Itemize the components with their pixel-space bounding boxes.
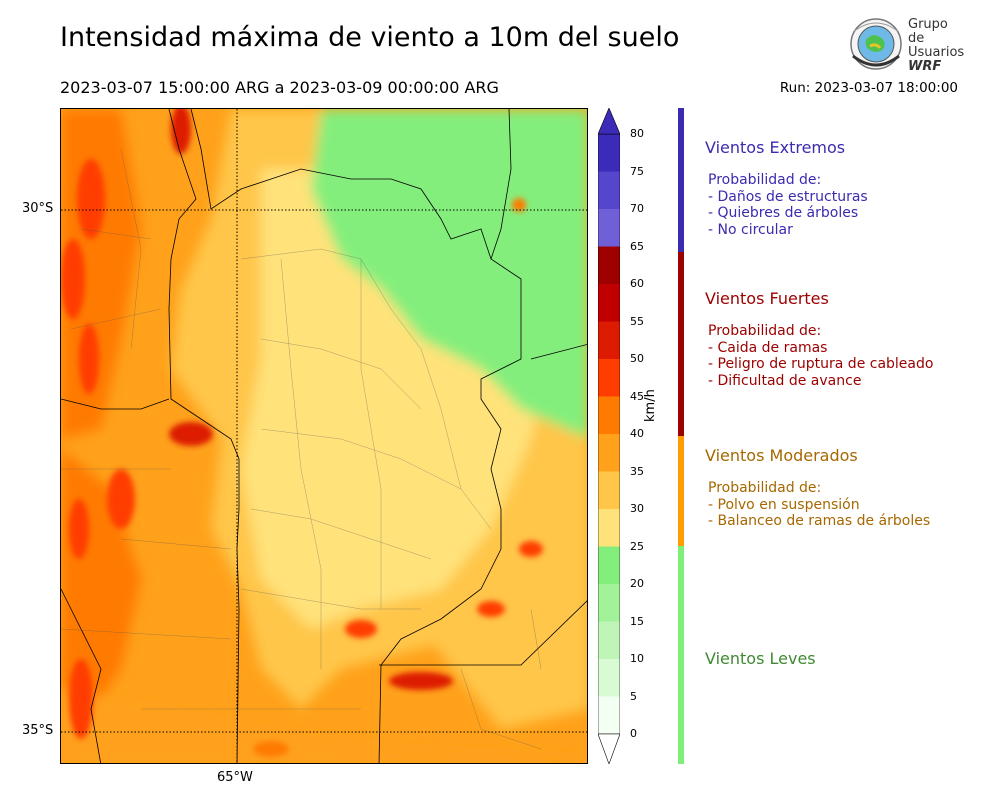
legend-line: Probabilidad de:	[708, 172, 822, 188]
legend-title-extremos: Vientos Extremos	[705, 138, 846, 157]
globe-seal-icon	[850, 18, 902, 70]
legend-line: Probabilidad de:	[708, 323, 822, 339]
colorbar-segment	[598, 246, 620, 284]
lon-label-65w: 65°W	[217, 770, 253, 785]
colorbar-tick-label: 0	[630, 727, 637, 740]
colorbar-segment	[598, 134, 620, 172]
colorbar-segment	[598, 171, 620, 209]
graticule	[61, 109, 587, 763]
logo-line-3: WRF	[908, 59, 942, 74]
legend-line: - Polvo en suspensión	[708, 496, 860, 513]
colorbar	[598, 108, 620, 764]
legend-text-fuertes: Probabilidad de: - Caida de ramas - Peli…	[708, 323, 933, 389]
colorbar-tick-label: 45	[630, 389, 644, 403]
wind-map	[60, 108, 588, 764]
legend-text-moderados: Probabilidad de: - Polvo en suspensión -…	[708, 480, 930, 530]
legend-line: - Daños de estructuras	[708, 188, 868, 205]
colorbar-tick-label: 25	[630, 539, 644, 553]
logo-text: Grupo de Usuarios WRF	[908, 18, 968, 74]
legend-text-extremos: Probabilidad de: - Daños de estructuras …	[708, 172, 868, 238]
colorbar-segment	[598, 434, 620, 472]
wind-map-svg	[61, 109, 587, 763]
colorbar-extend-top	[598, 108, 620, 135]
colorbar-tick-label: 60	[630, 277, 644, 290]
lat-label-35s: 35°S	[22, 723, 54, 738]
colorbar-tick-label: 55	[630, 314, 644, 328]
colorbar-segment	[598, 321, 620, 359]
colorbar-tick-label: 35	[630, 464, 644, 478]
wrf-logo: Grupo de Usuarios WRF	[848, 16, 968, 74]
province-borders	[61, 109, 587, 763]
time-range: 2023-03-07 15:00:00 ARG a 2023-03-09 00:…	[60, 78, 499, 97]
legend-bar-moderados	[678, 436, 684, 546]
colorbar-tick-label: 80	[630, 127, 644, 140]
legend-bar-extremos	[678, 108, 684, 252]
colorbar-segment	[598, 696, 620, 734]
colorbar-segment	[598, 659, 620, 697]
colorbar-tick-label: 70	[630, 202, 644, 215]
legend-title-fuertes: Vientos Fuertes	[705, 289, 829, 308]
colorbar-segment	[598, 209, 620, 247]
legend-bar-leves	[678, 546, 684, 764]
colorbar-segment	[598, 284, 620, 322]
colorbar-tick-label: 5	[630, 689, 637, 703]
colorbar-segment	[598, 396, 620, 434]
colorbar-tick-label: 40	[630, 427, 644, 440]
logo-line-2: Usuarios	[908, 45, 965, 60]
legend-line: - Caida de ramas	[708, 339, 828, 356]
legend-title-moderados: Vientos Moderados	[705, 446, 858, 465]
legend-line: - Quiebres de árboles	[708, 205, 859, 221]
logo-line-1: Grupo de	[908, 17, 948, 46]
run-timestamp: Run: 2023-03-07 18:00:00	[779, 80, 958, 96]
legend-line: - Balanceo de ramas de árboles	[708, 513, 931, 529]
legend-line: Probabilidad de:	[708, 480, 822, 496]
colorbar-tick-label: 15	[630, 614, 644, 628]
legend-line: - Dificultad de avance	[708, 372, 862, 389]
colorbar-segment	[598, 471, 620, 509]
legend-title-leves: Vientos Leves	[705, 649, 816, 668]
lat-label-30s: 30°S	[22, 201, 54, 216]
colorbar-tick-label: 50	[630, 352, 644, 365]
colorbar-unit: km/h	[643, 389, 658, 422]
legend-line: - No circular	[708, 221, 793, 238]
legend-bar-fuertes	[678, 252, 684, 436]
colorbar-extend-bottom	[598, 733, 620, 764]
colorbar-tick-label: 75	[630, 164, 644, 178]
colorbar-tick-label: 10	[630, 652, 644, 665]
legend-line: - Peligro de ruptura de cableado	[708, 356, 934, 372]
colorbar-tick-label: 30	[630, 502, 644, 515]
colorbar-segment	[598, 584, 620, 622]
department-borders	[61, 148, 542, 750]
colorbar-tick-label: 65	[630, 239, 644, 253]
colorbar-tick-label: 20	[630, 577, 644, 590]
colorbar-segment	[598, 359, 620, 397]
page-title: Intensidad máxima de viento a 10m del su…	[60, 22, 680, 53]
colorbar-segment	[598, 546, 620, 584]
colorbar-segment	[598, 621, 620, 659]
colorbar-segments	[598, 133, 620, 735]
colorbar-segment	[598, 509, 620, 547]
